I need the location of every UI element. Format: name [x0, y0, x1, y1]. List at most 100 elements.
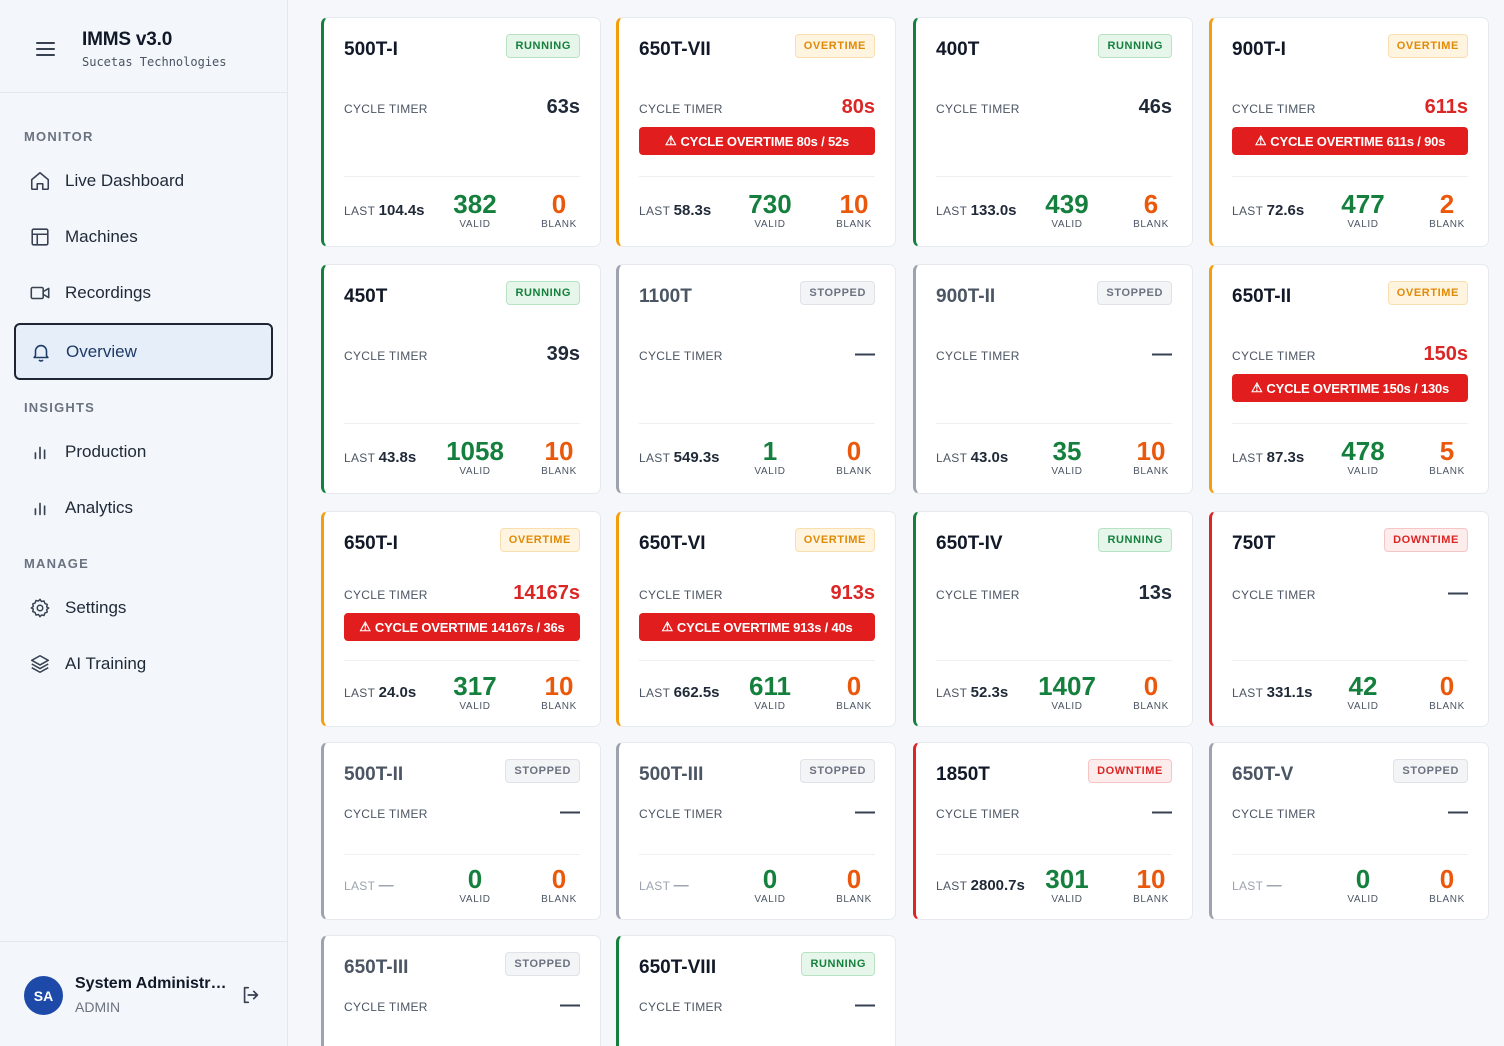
machine-card[interactable]: 650T-VII OVERTIME CYCLE TIMER 80s ⚠ CYCLE OVE… — [616, 17, 896, 247]
logout-icon[interactable] — [240, 984, 262, 1006]
blank-count: 0 BLANK — [829, 865, 879, 905]
blank-label: BLANK — [541, 894, 577, 905]
last-cycle: LAST 58.3s — [639, 202, 712, 219]
machine-card[interactable]: 900T-II STOPPED CYCLE TIMER — LAST 43.0s 35 VA… — [913, 264, 1193, 494]
bar-chart-icon — [27, 439, 53, 465]
status-badge: STOPPED — [1097, 281, 1172, 305]
blank-count-value: 0 — [551, 189, 567, 219]
cycle-timer-value: — — [855, 343, 875, 365]
cycle-timer-value: 14167s — [513, 582, 580, 604]
blank-label: BLANK — [836, 466, 872, 477]
sidebar-item-overview[interactable]: Overview — [14, 323, 273, 380]
status-badge: RUNNING — [801, 952, 875, 976]
blank-label: BLANK — [1429, 701, 1465, 712]
sidebar-item-settings[interactable]: Settings — [14, 582, 273, 634]
valid-count-value: 1 — [762, 436, 778, 466]
blank-count-value: 5 — [1439, 436, 1455, 466]
last-cycle-value: 43.8s — [378, 449, 417, 466]
status-badge: STOPPED — [1393, 759, 1468, 783]
sidebar-item-production[interactable]: Production — [14, 426, 273, 478]
blank-label: BLANK — [836, 894, 872, 905]
last-cycle-value: 662.5s — [673, 684, 720, 701]
sidebar-item-label: Recordings — [65, 283, 151, 302]
cycle-timer-label: CYCLE TIMER — [936, 588, 1020, 602]
cycle-timer-value: — — [1448, 582, 1468, 604]
cycle-timer-label: CYCLE TIMER — [639, 588, 723, 602]
last-cycle: LAST 43.8s — [344, 449, 417, 466]
sidebar-item-analytics[interactable]: Analytics — [14, 482, 273, 534]
warning-icon: ⚠ — [664, 133, 677, 148]
sidebar-item-label: Overview — [66, 341, 137, 361]
valid-count: 35 VALID — [1024, 437, 1110, 477]
sidebar-item-ai-training[interactable]: AI Training — [14, 638, 273, 690]
machine-card[interactable]: 1100T STOPPED CYCLE TIMER — LAST 549.3s 1 VALI… — [616, 264, 896, 494]
valid-count-value: 301 — [1045, 864, 1089, 894]
cycle-timer-value: — — [855, 801, 875, 823]
valid-count: 611 VALID — [727, 672, 813, 712]
machine-card[interactable]: 650T-V STOPPED CYCLE TIMER — LAST —0 VALID 0 BL… — [1209, 742, 1489, 920]
cycle-timer-label: CYCLE TIMER — [344, 807, 428, 821]
sidebar-item-label: Machines — [65, 227, 138, 246]
cycle-timer-value: 46s — [1138, 96, 1172, 118]
last-cycle-value: 133.0s — [970, 202, 1017, 219]
machine-card[interactable]: 400T RUNNING CYCLE TIMER 46s LAST 133.0s 439 V… — [913, 17, 1193, 247]
warning-icon: ⚠ — [1250, 380, 1263, 395]
machine-card[interactable]: 500T-I RUNNING CYCLE TIMER 63s LAST 104.4s 38… — [321, 17, 601, 247]
blank-label: BLANK — [836, 219, 872, 230]
divider — [344, 660, 580, 661]
machine-card[interactable]: 650T-VIII RUNNING CYCLE TIMER — — [616, 935, 896, 1046]
valid-label: VALID — [459, 219, 491, 230]
machine-name: 900T-II — [936, 286, 996, 307]
valid-count: 1058 VALID — [432, 437, 518, 477]
blank-label: BLANK — [1133, 466, 1169, 477]
blank-count: 0 BLANK — [829, 437, 879, 477]
cycle-timer-label: CYCLE TIMER — [936, 102, 1020, 116]
cycle-timer-label: CYCLE TIMER — [344, 349, 428, 363]
app-subtitle: Sucetas Technologies — [82, 55, 227, 69]
valid-count: 301 VALID — [1024, 865, 1110, 905]
overtime-alert-text: CYCLE OVERTIME 80s / 52s — [680, 133, 850, 149]
section-label-monitor: MONITOR — [24, 129, 94, 144]
overtime-alert-text: CYCLE OVERTIME 150s / 130s — [1266, 380, 1450, 396]
gear-icon — [27, 595, 53, 621]
machine-card[interactable]: 650T-II OVERTIME CYCLE TIMER 150s ⚠ CYCLE OVE… — [1209, 264, 1489, 494]
blank-label: BLANK — [541, 466, 577, 477]
last-cycle: LAST 549.3s — [639, 449, 720, 466]
valid-count-value: 42 — [1348, 671, 1378, 701]
brand-header: IMMS v3.0 Sucetas Technologies — [0, 0, 287, 93]
cycle-timer-value: 80s — [841, 96, 875, 118]
avatar[interactable]: SA — [24, 976, 63, 1015]
valid-count: 317 VALID — [432, 672, 518, 712]
machine-card[interactable]: 450T RUNNING CYCLE TIMER 39s LAST 43.8s 1058 V… — [321, 264, 601, 494]
blank-count: 10 BLANK — [1126, 865, 1176, 905]
machine-card[interactable]: 750T DOWNTIME CYCLE TIMER — LAST 331.1s 42 VAL… — [1209, 511, 1489, 727]
machine-card[interactable]: 500T-II STOPPED CYCLE TIMER — LAST —0 VALID 0 B… — [321, 742, 601, 920]
machine-card[interactable]: 900T-I OVERTIME CYCLE TIMER 611s ⚠ CYCLE OVER… — [1209, 17, 1489, 247]
last-cycle-value: 24.0s — [378, 684, 417, 701]
valid-count-value: 1407 — [1038, 671, 1096, 701]
cycle-timer-value: 150s — [1423, 343, 1469, 365]
machine-card[interactable]: 650T-IV RUNNING CYCLE TIMER 13s LAST 52.3s 14… — [913, 511, 1193, 727]
machine-card[interactable]: 500T-III STOPPED CYCLE TIMER — LAST —0 VALID 0… — [616, 742, 896, 920]
valid-count: 1 VALID — [727, 437, 813, 477]
overtime-alert: ⚠ CYCLE OVERTIME 80s / 52s — [639, 127, 875, 155]
cycle-timer-label: CYCLE TIMER — [344, 588, 428, 602]
sidebar-item-label: Settings — [65, 598, 127, 617]
machine-card[interactable]: 1850T DOWNTIME CYCLE TIMER — LAST 2800.7s 301… — [913, 742, 1193, 920]
blank-count-value: 0 — [846, 436, 862, 466]
sidebar-item-machines[interactable]: Machines — [14, 211, 273, 263]
blank-count-value: 0 — [1439, 864, 1455, 894]
cycle-timer-label: CYCLE TIMER — [639, 807, 723, 821]
machine-card[interactable]: 650T-III STOPPED CYCLE TIMER — — [321, 935, 601, 1046]
blank-label: BLANK — [836, 701, 872, 712]
valid-label: VALID — [754, 701, 786, 712]
sidebar-item-recordings[interactable]: Recordings — [14, 267, 273, 319]
valid-count-value: 477 — [1341, 189, 1385, 219]
valid-label: VALID — [459, 466, 491, 477]
hamburger-menu-icon[interactable] — [36, 42, 55, 56]
sidebar-item-live-dashboard[interactable]: Live Dashboard — [14, 155, 273, 207]
machine-card[interactable]: 650T-VI OVERTIME CYCLE TIMER 913s ⚠ CYCLE OVE… — [616, 511, 896, 727]
machine-card[interactable]: 650T-I OVERTIME CYCLE TIMER 14167s ⚠ CYCLE OV… — [321, 511, 601, 727]
valid-label: VALID — [754, 894, 786, 905]
machine-name: 500T-II — [344, 764, 404, 785]
